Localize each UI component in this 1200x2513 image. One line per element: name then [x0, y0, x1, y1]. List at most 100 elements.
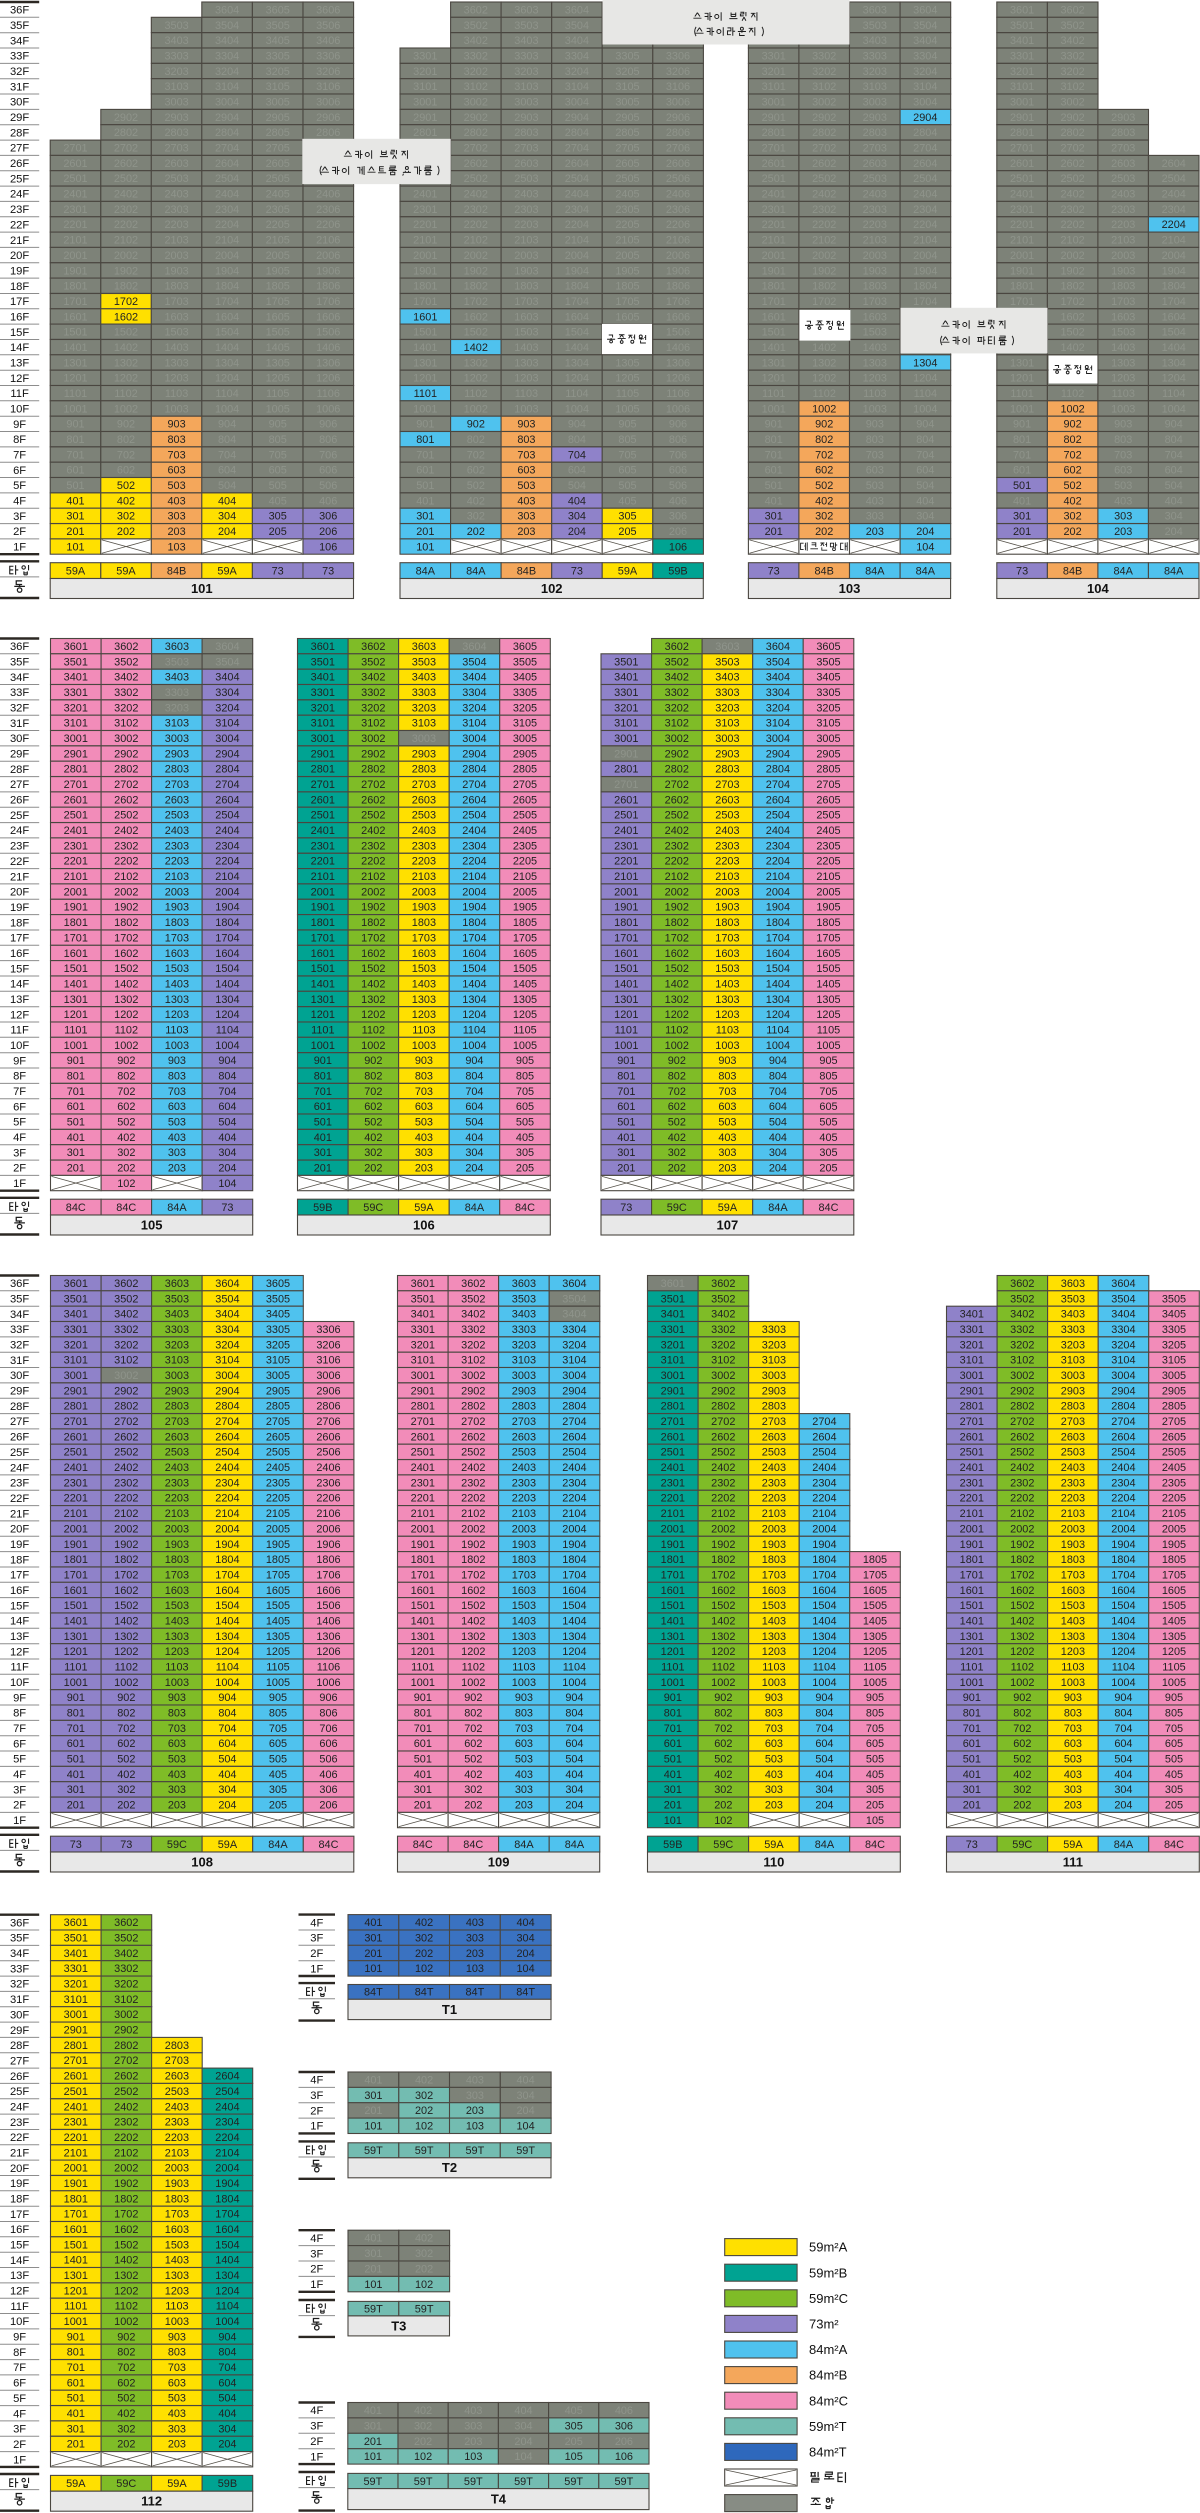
svg-text:23F: 23F — [10, 1478, 29, 1490]
svg-text:1203: 1203 — [412, 1009, 436, 1021]
svg-text:2504: 2504 — [1162, 173, 1186, 185]
svg-text:9F: 9F — [13, 419, 26, 431]
svg-text:803: 803 — [168, 1708, 186, 1720]
svg-text:1201: 1201 — [661, 1646, 685, 1658]
svg-text:2503: 2503 — [165, 2086, 189, 2098]
svg-text:1605: 1605 — [816, 948, 840, 960]
svg-text:202: 202 — [714, 1800, 732, 1812]
svg-text:3502: 3502 — [114, 1933, 138, 1945]
svg-text:804: 804 — [916, 434, 934, 446]
svg-text:31F: 31F — [10, 718, 29, 730]
svg-text:2304: 2304 — [1111, 1477, 1135, 1489]
svg-text:1903: 1903 — [164, 265, 188, 277]
svg-text:26F: 26F — [10, 1432, 29, 1444]
svg-text:502: 502 — [467, 480, 485, 492]
svg-text:704: 704 — [218, 1086, 236, 1098]
svg-text:1002: 1002 — [114, 2316, 138, 2328]
svg-text:506: 506 — [669, 480, 687, 492]
svg-text:2103: 2103 — [165, 871, 189, 883]
svg-text:702: 702 — [364, 1086, 382, 1098]
svg-text:603: 603 — [168, 465, 186, 477]
svg-text:59B: 59B — [218, 2478, 237, 2490]
svg-text:804: 804 — [568, 434, 586, 446]
svg-text:1404: 1404 — [565, 342, 589, 354]
svg-text:3303: 3303 — [863, 51, 887, 63]
svg-text:2803: 2803 — [1061, 1401, 1085, 1413]
svg-text:1305: 1305 — [266, 1631, 290, 1643]
svg-text:1402: 1402 — [114, 342, 138, 354]
svg-text:2702: 2702 — [114, 143, 138, 155]
svg-text:2701: 2701 — [63, 143, 87, 155]
svg-text:2005: 2005 — [615, 250, 639, 262]
svg-text:3004: 3004 — [215, 733, 239, 745]
svg-text:2103: 2103 — [412, 871, 436, 883]
svg-text:303: 303 — [1114, 511, 1132, 523]
svg-text:33F: 33F — [10, 687, 29, 699]
svg-text:1003: 1003 — [165, 2316, 189, 2328]
svg-text:59T: 59T — [516, 2145, 535, 2157]
svg-text:2104: 2104 — [562, 1508, 586, 1520]
svg-text:3101: 3101 — [762, 81, 786, 93]
svg-text:703: 703 — [1064, 1723, 1082, 1735]
svg-text:59C: 59C — [667, 1202, 687, 1214]
svg-text:59B: 59B — [313, 1202, 332, 1214]
svg-text:201: 201 — [364, 2436, 382, 2448]
svg-text:2903: 2903 — [412, 748, 436, 760]
svg-text:1504: 1504 — [215, 2239, 239, 2251]
svg-text:2703: 2703 — [165, 2055, 189, 2067]
svg-text:2402: 2402 — [114, 1462, 138, 1474]
svg-text:1205: 1205 — [1162, 1646, 1186, 1658]
svg-text:1104: 1104 — [1162, 388, 1185, 400]
svg-text:403: 403 — [168, 495, 186, 507]
svg-text:59A: 59A — [764, 1839, 784, 1851]
svg-text:1401: 1401 — [311, 979, 335, 991]
svg-text:1105: 1105 — [817, 1025, 840, 1037]
svg-text:1203: 1203 — [512, 1646, 536, 1658]
svg-text:2504: 2504 — [215, 2086, 239, 2098]
svg-text:2002: 2002 — [665, 886, 689, 898]
svg-text:1404: 1404 — [215, 1616, 239, 1628]
svg-text:803: 803 — [765, 1708, 783, 1720]
svg-text:13F: 13F — [10, 358, 29, 370]
svg-text:3505: 3505 — [266, 1293, 290, 1305]
svg-text:1501: 1501 — [661, 1600, 685, 1612]
svg-text:3102: 3102 — [1010, 1355, 1034, 1367]
svg-text:301: 301 — [66, 511, 84, 523]
svg-text:59A: 59A — [414, 1202, 434, 1214]
svg-text:702: 702 — [1064, 449, 1082, 461]
svg-text:2404: 2404 — [1162, 189, 1186, 201]
svg-text:2801: 2801 — [762, 127, 786, 139]
svg-text:903: 903 — [765, 1692, 783, 1704]
svg-text:604: 604 — [1165, 465, 1183, 477]
svg-text:604: 604 — [465, 1101, 483, 1113]
svg-text:3302: 3302 — [114, 687, 138, 699]
svg-text:84A: 84A — [768, 1202, 788, 1214]
svg-text:404: 404 — [1114, 1769, 1132, 1781]
svg-text:2703: 2703 — [863, 143, 887, 155]
svg-text:801: 801 — [416, 434, 434, 446]
svg-text:2801: 2801 — [64, 1401, 88, 1413]
svg-text:2501: 2501 — [614, 810, 638, 822]
svg-text:301: 301 — [664, 1784, 682, 1796]
svg-text:1F: 1F — [13, 1178, 26, 1190]
svg-text:2902: 2902 — [361, 748, 385, 760]
svg-text:32F: 32F — [10, 66, 29, 78]
svg-text:2904: 2904 — [462, 748, 486, 760]
svg-text:503: 503 — [168, 480, 186, 492]
svg-text:11F: 11F — [10, 388, 29, 400]
svg-text:2901: 2901 — [661, 1385, 685, 1397]
svg-text:1002: 1002 — [1010, 1677, 1034, 1689]
svg-text:2805: 2805 — [615, 127, 639, 139]
svg-text:1701: 1701 — [63, 296, 87, 308]
svg-text:2606: 2606 — [316, 1431, 340, 1443]
svg-text:1503: 1503 — [715, 963, 739, 975]
svg-text:1701: 1701 — [1010, 296, 1034, 308]
svg-text:2302: 2302 — [361, 840, 385, 852]
svg-text:3503: 3503 — [715, 656, 739, 668]
svg-text:2005: 2005 — [1162, 1523, 1186, 1535]
svg-text:23F: 23F — [10, 841, 29, 853]
svg-text:804: 804 — [815, 1708, 833, 1720]
svg-text:903: 903 — [1114, 419, 1132, 431]
svg-text:1103: 1103 — [165, 1662, 188, 1674]
svg-text:2204: 2204 — [215, 856, 239, 868]
